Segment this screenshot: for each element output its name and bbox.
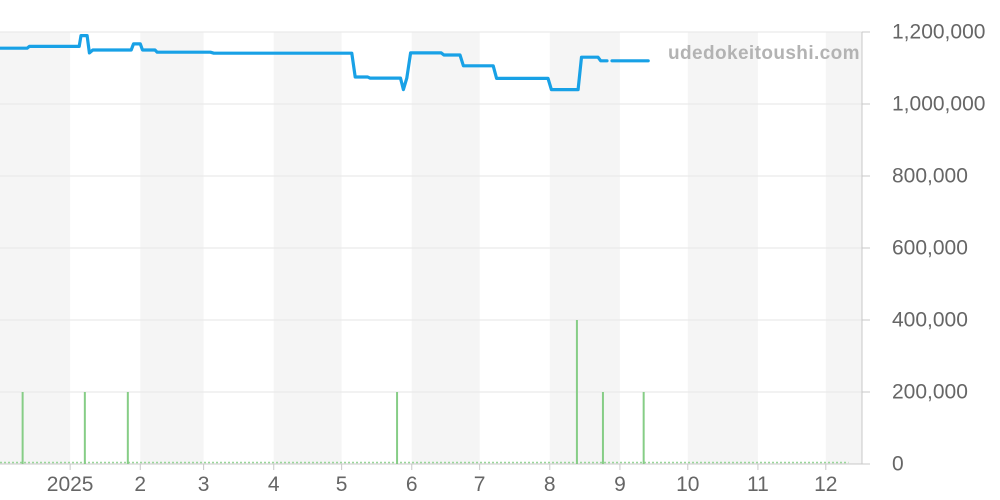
x-axis-label: 2025 [47,473,94,496]
x-axis-label: 5 [336,473,348,496]
y-axis-label: 1,200,000 [892,21,985,44]
y-axis-label: 1,000,000 [892,93,985,116]
y-axis-label: 800,000 [892,165,968,188]
y-axis-label: 400,000 [892,309,968,332]
x-axis-label: 7 [474,473,486,496]
y-axis-label: 600,000 [892,237,968,260]
x-axis-label: 4 [268,473,280,496]
x-axis-label: 6 [406,473,418,496]
x-axis-label: 11 [747,473,769,496]
y-axis-label: 200,000 [892,381,968,404]
y-axis-label: 0 [892,453,904,476]
x-axis-label: 3 [198,473,210,496]
x-axis-label: 9 [614,473,626,496]
watermark: udedokeitoushi.com [668,43,860,64]
price-line-segment[interactable] [0,33,609,92]
x-axis-label: 8 [544,473,556,496]
x-axis-label: 2 [134,473,146,496]
x-axis-label: 10 [676,473,699,496]
x-axis-label: 12 [814,473,837,496]
